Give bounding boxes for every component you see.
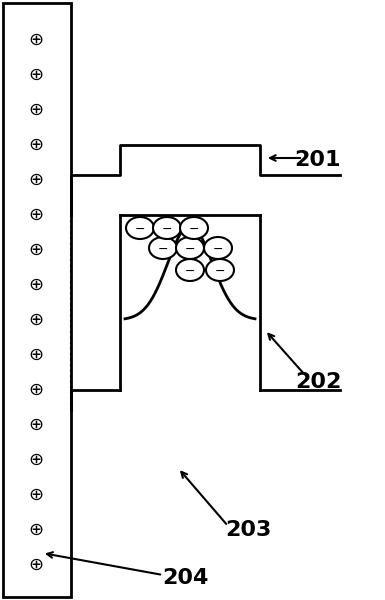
Text: 202: 202 xyxy=(295,372,341,392)
Text: $-$: $-$ xyxy=(134,221,146,235)
Text: $\oplus$: $\oplus$ xyxy=(28,486,44,504)
Ellipse shape xyxy=(204,237,232,259)
Text: $\oplus$: $\oplus$ xyxy=(28,206,44,224)
Text: $\oplus$: $\oplus$ xyxy=(28,171,44,189)
Text: $\oplus$: $\oplus$ xyxy=(28,521,44,539)
Ellipse shape xyxy=(149,237,177,259)
Ellipse shape xyxy=(153,217,181,239)
Ellipse shape xyxy=(176,259,204,281)
Text: 204: 204 xyxy=(162,568,208,588)
Text: $-$: $-$ xyxy=(161,221,172,235)
Text: $-$: $-$ xyxy=(184,241,196,254)
Ellipse shape xyxy=(126,217,154,239)
Ellipse shape xyxy=(180,217,208,239)
Text: $-$: $-$ xyxy=(213,241,224,254)
Ellipse shape xyxy=(206,259,234,281)
Text: $\oplus$: $\oplus$ xyxy=(28,451,44,469)
Text: $\oplus$: $\oplus$ xyxy=(28,66,44,84)
Text: $\oplus$: $\oplus$ xyxy=(28,276,44,294)
Text: $\oplus$: $\oplus$ xyxy=(28,556,44,574)
Text: $\oplus$: $\oplus$ xyxy=(28,241,44,259)
Text: $-$: $-$ xyxy=(214,263,226,277)
Text: $\oplus$: $\oplus$ xyxy=(28,381,44,399)
Text: $\oplus$: $\oplus$ xyxy=(28,101,44,119)
Text: 201: 201 xyxy=(295,150,341,170)
Text: $\oplus$: $\oplus$ xyxy=(28,31,44,49)
Text: $\oplus$: $\oplus$ xyxy=(28,136,44,154)
Text: $\oplus$: $\oplus$ xyxy=(28,311,44,329)
Text: $\oplus$: $\oplus$ xyxy=(28,416,44,434)
Text: $-$: $-$ xyxy=(184,263,196,277)
Text: $\oplus$: $\oplus$ xyxy=(28,346,44,364)
Text: 203: 203 xyxy=(225,520,271,540)
Text: $-$: $-$ xyxy=(188,221,199,235)
Text: $-$: $-$ xyxy=(157,241,169,254)
Ellipse shape xyxy=(176,237,204,259)
Bar xyxy=(3,3,71,597)
